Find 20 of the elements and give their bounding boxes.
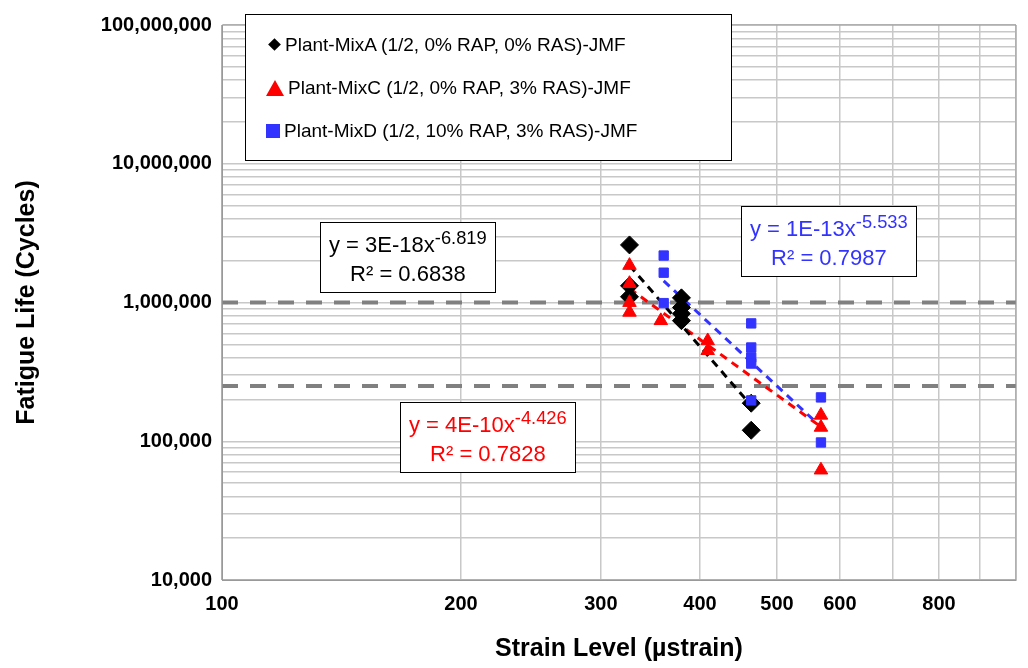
x-tick-label: 600 (823, 591, 857, 614)
x-tick-label: 400 (683, 591, 717, 614)
x-tick-label: 800 (922, 591, 956, 614)
legend-label: Plant-MixD (1/2, 10% RAP, 3% RAS)-JMF (284, 119, 638, 142)
y-axis-title: Fatigue Life (Cycles) (10, 180, 39, 425)
annotation: y = 1E-13x$^{-5.533}$ R² = 0.7987 (741, 206, 917, 277)
y-tick-label: 10,000,000 (111, 151, 212, 174)
y-tick-label: 1,000,000 (123, 290, 212, 313)
annotation: y = 3E-18x$^{-6.819}$ R² = 0.6838 (320, 222, 496, 293)
annotation: y = 4E-10x$^{-4.426}$ R² = 0.7828 (400, 402, 576, 473)
y-tick-label: 100,000,000 (100, 12, 212, 35)
x-tick-label: 300 (584, 591, 618, 614)
x-tick-label: 200 (444, 591, 478, 614)
x-axis-title: Strain Level (µstrain) (495, 632, 743, 661)
legend-label: Plant-MixC (1/2, 0% RAP, 3% RAS)-JMF (288, 76, 631, 99)
y-tick-label: 100,000 (139, 428, 212, 451)
x-tick-label: 100 (205, 591, 239, 614)
legend-label: Plant-MixA (1/2, 0% RAP, 0% RAS)-JMF (285, 33, 626, 56)
x-tick-label: 500 (760, 591, 794, 614)
y-tick-label: 10,000 (150, 567, 212, 590)
